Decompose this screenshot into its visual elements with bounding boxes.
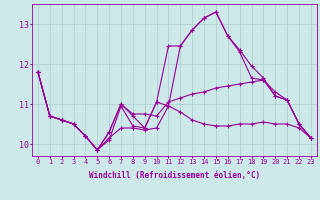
X-axis label: Windchill (Refroidissement éolien,°C): Windchill (Refroidissement éolien,°C)	[89, 171, 260, 180]
